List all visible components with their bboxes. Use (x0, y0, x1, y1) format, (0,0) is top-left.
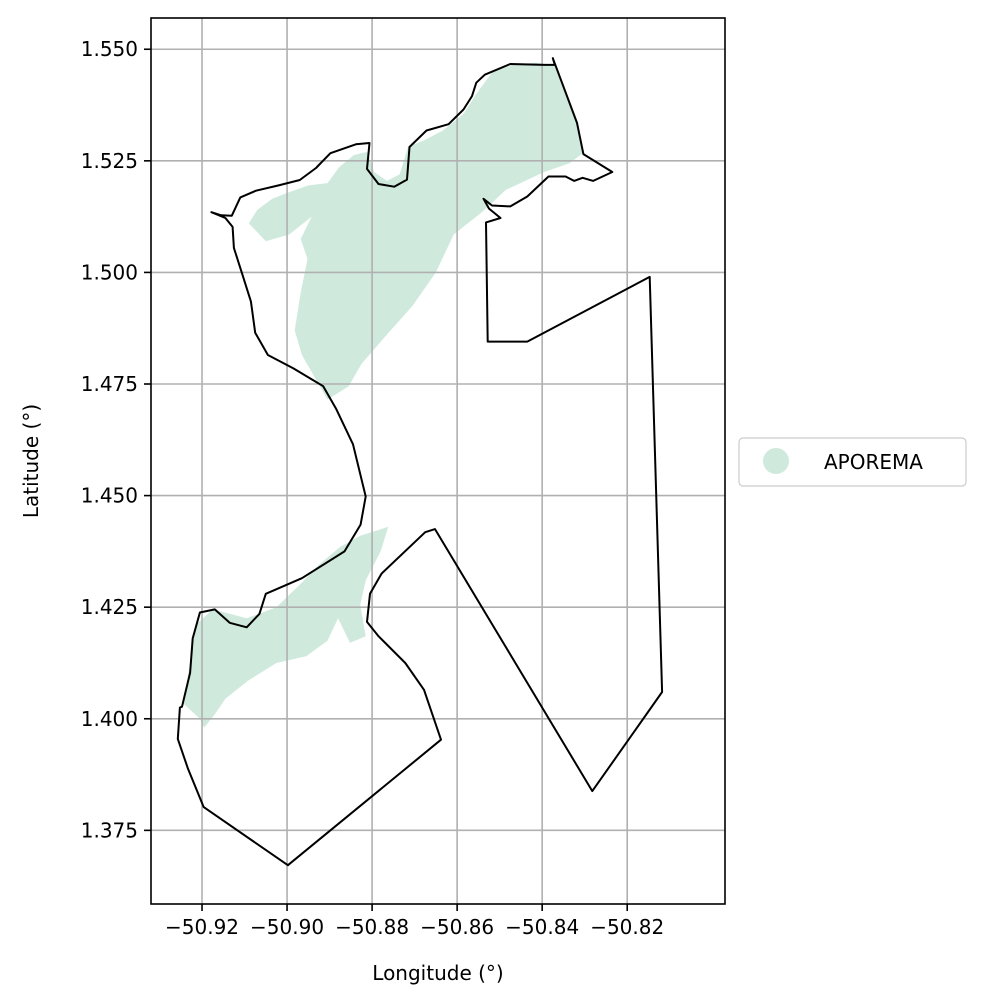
boundary-layer (176, 57, 664, 867)
x-tick-label: −50.82 (590, 915, 664, 939)
y-tick-label: 1.475 (81, 372, 138, 396)
x-tick-label: −50.84 (505, 915, 579, 939)
y-tick-label: 1.525 (81, 149, 138, 173)
plot-frame (150, 17, 726, 905)
legend-box (738, 437, 967, 487)
y-tick-label: 1.425 (81, 595, 138, 619)
x-axis-ticks: −50.92 −50.90 −50.88 −50.86 −50.84 −50.82 (165, 904, 664, 939)
y-axis-ticks: 1.375 1.400 1.425 1.450 1.475 1.500 1.525 1.550 (81, 37, 151, 842)
y-tick-label: 1.400 (81, 707, 138, 731)
x-tick-label: −50.90 (250, 915, 324, 939)
x-tick-label: −50.88 (335, 915, 409, 939)
y-tick-label: 1.500 (81, 260, 138, 284)
x-tick-label: −50.92 (165, 915, 239, 939)
x-tick-label: −50.86 (420, 915, 494, 939)
x-axis-label: Longitude (°) (372, 961, 503, 985)
y-tick-label: 1.550 (81, 37, 138, 61)
boundary-outline-0 (176, 57, 664, 867)
plot-area (150, 17, 726, 905)
y-tick-label: 1.375 (81, 818, 138, 842)
legend-marker-aporema (763, 448, 789, 474)
legend: APOREMA (738, 437, 967, 487)
aporema-area-layer (182, 62, 584, 728)
grid (151, 18, 725, 904)
aporema-area-1 (182, 526, 389, 728)
y-axis-label: Latitude (°) (19, 404, 43, 518)
aporema-area-0 (248, 62, 584, 400)
legend-label-aporema: APOREMA (824, 450, 923, 474)
y-tick-label: 1.450 (81, 484, 138, 508)
